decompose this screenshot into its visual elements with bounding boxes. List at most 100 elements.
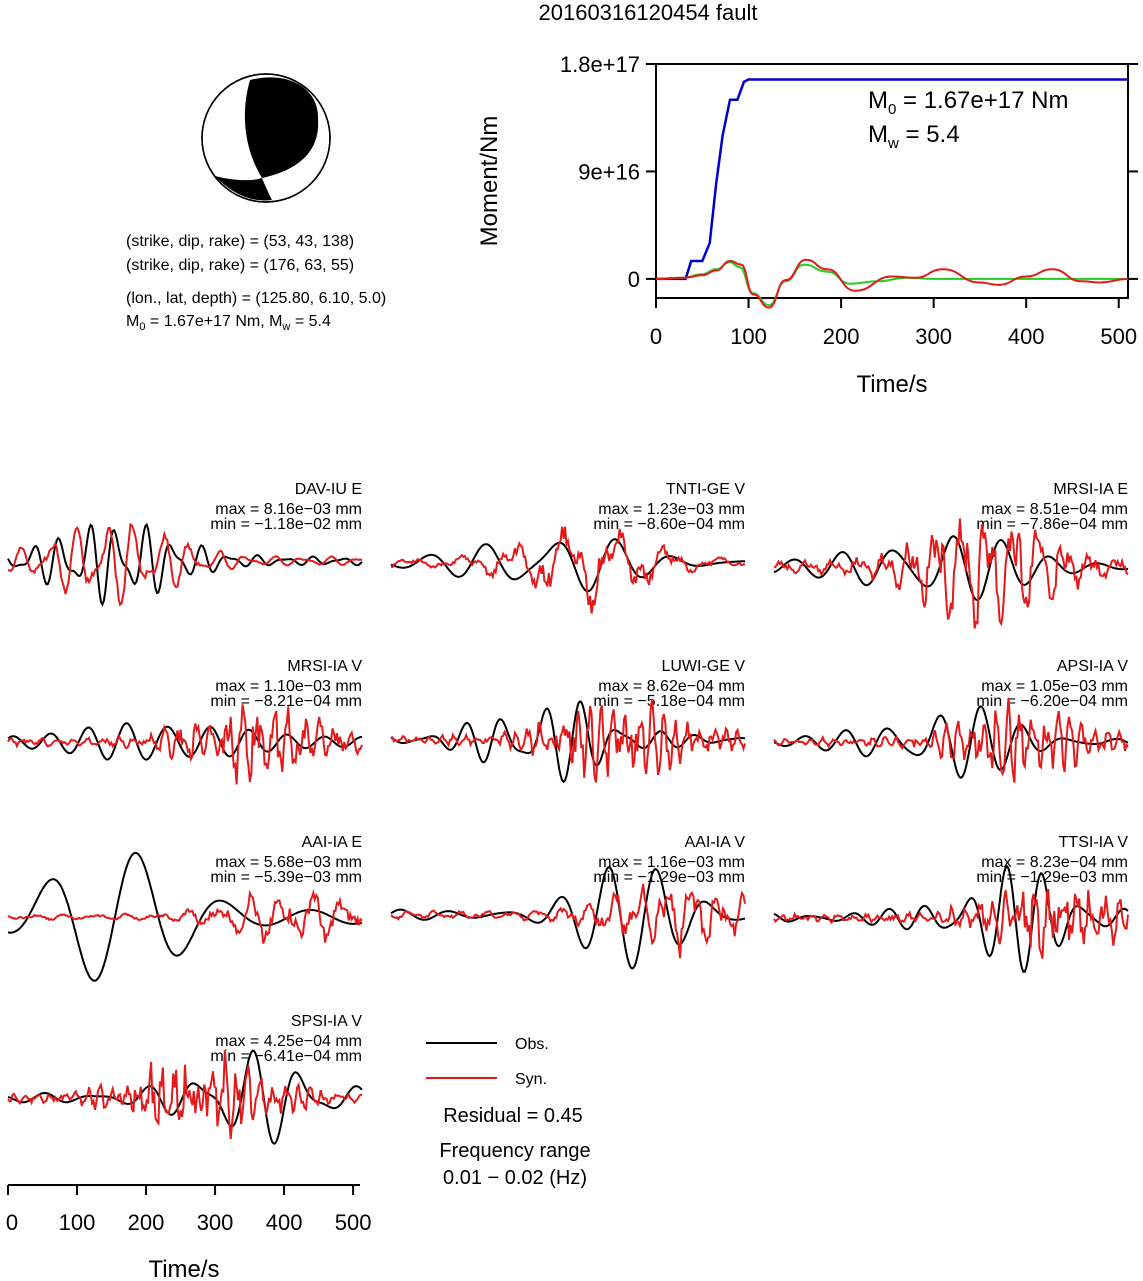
station-max: max = 1.10e−03 mm	[215, 678, 362, 695]
moment-plot-frame	[655, 63, 1129, 299]
station-max: max = 8.62e−04 mm	[598, 678, 745, 695]
station-max: max = 1.23e−03 mm	[598, 501, 745, 518]
station-name: LUWI-GE V	[661, 658, 745, 675]
moment-x-ticks: 0 100 200 300 400 500	[650, 298, 1137, 349]
moment-y-axis-label: Moment/Nm	[476, 116, 503, 247]
station-max: max = 1.05e−03 mm	[981, 678, 1128, 695]
synthetic-waveform	[390, 883, 746, 959]
synthetic-waveform	[390, 698, 746, 783]
station-name: AAI-IA E	[302, 834, 362, 851]
waveform-x-ticks: 0 100 200 300 400 500	[6, 1185, 372, 1235]
nodal-plane-1: (strike, dip, rake) = (53, 43, 138)	[126, 233, 354, 250]
frequency-range-value: 0.01 − 0.02 (Hz)	[443, 1167, 587, 1189]
moment-cumulative-line	[656, 78, 1128, 281]
moment-y-tick-label: 1.8e+17	[560, 52, 640, 77]
station-min: min = −1.29e−03 mm	[593, 869, 745, 886]
station-min: min = −7.86e−04 mm	[976, 516, 1128, 533]
source-parameters: (strike, dip, rake) = (53, 43, 138) (str…	[126, 233, 386, 333]
beachball-compressional-quadrant-2	[215, 176, 272, 201]
observed-waveform	[7, 851, 363, 982]
station-max: max = 8.23e−04 mm	[981, 854, 1128, 871]
synthetic-waveform	[773, 697, 1129, 783]
nodal-plane-2: (strike, dip, rake) = (176, 63, 55)	[126, 257, 354, 274]
station-name: SPSI-IA V	[291, 1013, 362, 1030]
legend-syn-label: Syn.	[515, 1071, 547, 1088]
synthetic-waveform	[7, 1050, 363, 1139]
station-name: TTSI-IA V	[1059, 834, 1129, 851]
observed-waveform	[390, 865, 746, 970]
station-name: TNTI-GE V	[666, 481, 745, 498]
station-name: MRSI-IA V	[287, 658, 362, 675]
station-max: max = 4.25e−04 mm	[215, 1033, 362, 1050]
synthetic-waveform	[773, 518, 1129, 629]
station-min: min = −5.18e−04 mm	[593, 693, 745, 710]
frequency-range-label: Frequency range	[439, 1140, 590, 1162]
waveform-time-axis: 0 100 200 300 400 500 Time/s	[6, 1184, 372, 1281]
station-min: min = −6.41e−04 mm	[210, 1048, 362, 1065]
station-min: min = −8.60e−04 mm	[593, 516, 745, 533]
station-min: min = −1.29e−03 mm	[976, 869, 1128, 886]
station-min: min = −6.20e−04 mm	[976, 693, 1128, 710]
moment-x-tick-label: 500	[1100, 324, 1137, 349]
legend: Obs. Syn. Residual = 0.45 Frequency rang…	[426, 1036, 591, 1189]
waveform-x-tick-label: 0	[6, 1210, 18, 1235]
waveform-x-tick-label: 400	[266, 1210, 303, 1235]
synthetic-waveform	[7, 522, 363, 607]
moment-x-axis-label: Time/s	[856, 371, 927, 398]
observed-waveform	[390, 700, 746, 784]
station-max: max = 1.16e−03 mm	[598, 854, 745, 871]
observed-waveform	[7, 522, 363, 607]
station-name: AAI-IA V	[685, 834, 746, 851]
station-min: min = −8.21e−04 mm	[210, 693, 362, 710]
waveform-x-tick-label: 500	[335, 1210, 372, 1235]
moment-y-ticks: 1.8e+17 9e+16 0	[560, 52, 1138, 292]
synthetic-waveform	[7, 888, 363, 944]
moment-x-tick-label: 400	[1008, 324, 1045, 349]
station-min: min = −1.18e−02 mm	[210, 516, 362, 533]
moment-y-tick-label: 9e+16	[578, 159, 640, 184]
location-depth: (lon., lat, depth) = (125.80, 6.10, 5.0)	[126, 290, 386, 307]
moment-x-tick-label: 100	[730, 324, 767, 349]
moment-panel: 1.8e+17 9e+16 0 0 100 200 300 400 500 Moment/Nm…	[476, 52, 1138, 398]
synthetic-waveform	[390, 526, 746, 614]
station-max: max = 8.16e−03 mm	[215, 501, 362, 518]
legend-obs-label: Obs.	[515, 1036, 549, 1053]
moment-x-tick-label: 0	[650, 324, 662, 349]
moment-rate-line-green	[655, 261, 1128, 307]
moment-magnitude-line: M0 = 1.67e+17 Nm, Mw = 5.4	[126, 313, 331, 333]
observed-waveform	[7, 722, 363, 761]
synthetic-waveform	[773, 888, 1129, 959]
moment-series	[655, 78, 1129, 309]
station-name: MRSI-IA E	[1053, 481, 1128, 498]
waveform-x-axis-label: Time/s	[148, 1256, 219, 1281]
synthetic-waveform	[7, 704, 363, 785]
moment-rate-line-red	[655, 258, 1129, 309]
moment-x-tick-label: 300	[915, 324, 952, 349]
waveform-x-tick-label: 300	[197, 1210, 234, 1235]
station-min: min = −5.39e−03 mm	[210, 869, 362, 886]
beachball	[201, 73, 331, 203]
residual-label: Residual = 0.45	[443, 1105, 583, 1127]
moment-y-tick-label: 0	[628, 267, 640, 292]
moment-annotation-mw: Mw = 5.4	[868, 121, 960, 152]
figure-title: 20160316120454 fault	[539, 0, 758, 25]
waveform-x-tick-label: 100	[59, 1210, 96, 1235]
station-max: max = 5.68e−03 mm	[215, 854, 362, 871]
moment-x-tick-label: 200	[823, 324, 860, 349]
observed-waveform	[773, 705, 1129, 779]
moment-annotation-m0: M0 = 1.67e+17 Nm	[868, 87, 1068, 118]
station-name: DAV-IU E	[295, 481, 362, 498]
observed-waveform	[773, 535, 1129, 602]
